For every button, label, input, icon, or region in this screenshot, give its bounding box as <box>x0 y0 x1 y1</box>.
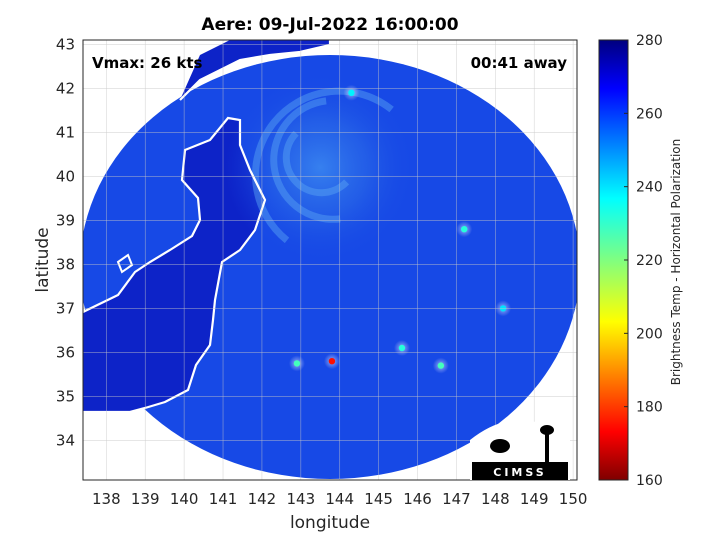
x-tick-labels: 138 139 140 141 142 143 144 145 146 147 148 149 150 <box>92 490 587 508</box>
cimss-logo: CIMSS <box>470 420 570 480</box>
land-hokkaido <box>180 40 330 100</box>
colorbar-tick-label: 220 <box>636 253 663 269</box>
x-tick-label: 148 <box>481 490 510 508</box>
colorbar-label: Brightness Temp - Horizontal Polarizatio… <box>669 139 683 386</box>
x-tick-label: 149 <box>520 490 549 508</box>
x-tick-label: 142 <box>248 490 277 508</box>
colorbar-tick-label: 280 <box>636 33 663 49</box>
radar-dish-icon <box>490 439 510 453</box>
colorbar-tick-label: 160 <box>636 473 663 489</box>
logo-text: CIMSS <box>493 466 546 479</box>
y-tick-label: 41 <box>56 123 75 141</box>
colorbar-tick-label: 260 <box>636 106 663 122</box>
x-tick-label: 145 <box>364 490 393 508</box>
convective-cell <box>398 344 406 352</box>
time-away-annotation: 00:41 away <box>471 54 568 72</box>
x-tick-label: 141 <box>209 490 238 508</box>
x-tick-label: 138 <box>92 490 121 508</box>
x-tick-label: 143 <box>287 490 316 508</box>
x-tick-label: 140 <box>170 490 199 508</box>
y-tick-label: 40 <box>56 167 75 185</box>
x-axis-label: longitude <box>290 513 370 533</box>
tower-icon <box>545 432 549 462</box>
y-tick-label: 38 <box>56 255 75 273</box>
y-tick-label: 43 <box>56 35 75 53</box>
coastline-hokkaido <box>179 40 332 101</box>
colorbar-tick-label: 180 <box>636 400 663 416</box>
colorbar <box>598 39 629 481</box>
scene <box>83 40 577 479</box>
convective-cells <box>288 84 512 374</box>
colorbar-tick-label: 200 <box>636 326 663 342</box>
y-tick-label: 36 <box>56 343 75 361</box>
y-tick-label: 42 <box>56 79 75 97</box>
gridlines <box>83 40 577 480</box>
y-tick-label: 37 <box>56 299 75 317</box>
convective-cell <box>460 226 468 233</box>
vmax-annotation: Vmax: 26 kts <box>92 54 202 72</box>
coastline-island <box>116 253 134 274</box>
y-tick-labels: 34 35 36 37 38 39 40 41 42 43 <box>56 35 75 449</box>
coastline <box>83 116 267 414</box>
chart-title: Aere: 09-Jul-2022 16:00:00 <box>201 15 458 35</box>
y-tick-label: 34 <box>56 431 75 449</box>
colorbar-tick-label: 240 <box>636 180 663 196</box>
x-tick-label: 146 <box>403 490 432 508</box>
x-tick-label: 147 <box>442 490 471 508</box>
x-tick-label: 139 <box>131 490 160 508</box>
storm-swirl <box>225 72 416 263</box>
convective-cell <box>437 362 445 369</box>
y-axis-label: latitude <box>33 227 53 292</box>
colorbar-ticks: 160 180 200 220 240 260 280 <box>624 33 663 489</box>
x-tick-label: 150 <box>559 490 588 508</box>
convective-cell <box>348 89 355 97</box>
y-tick-label: 35 <box>56 387 75 405</box>
axes-frame <box>82 39 578 481</box>
rain-band <box>282 130 350 197</box>
x-tick-label: 144 <box>325 490 354 508</box>
land-japan <box>83 118 265 412</box>
convective-cell <box>293 360 301 367</box>
y-tick-label: 39 <box>56 211 75 229</box>
convective-cell <box>328 358 336 365</box>
